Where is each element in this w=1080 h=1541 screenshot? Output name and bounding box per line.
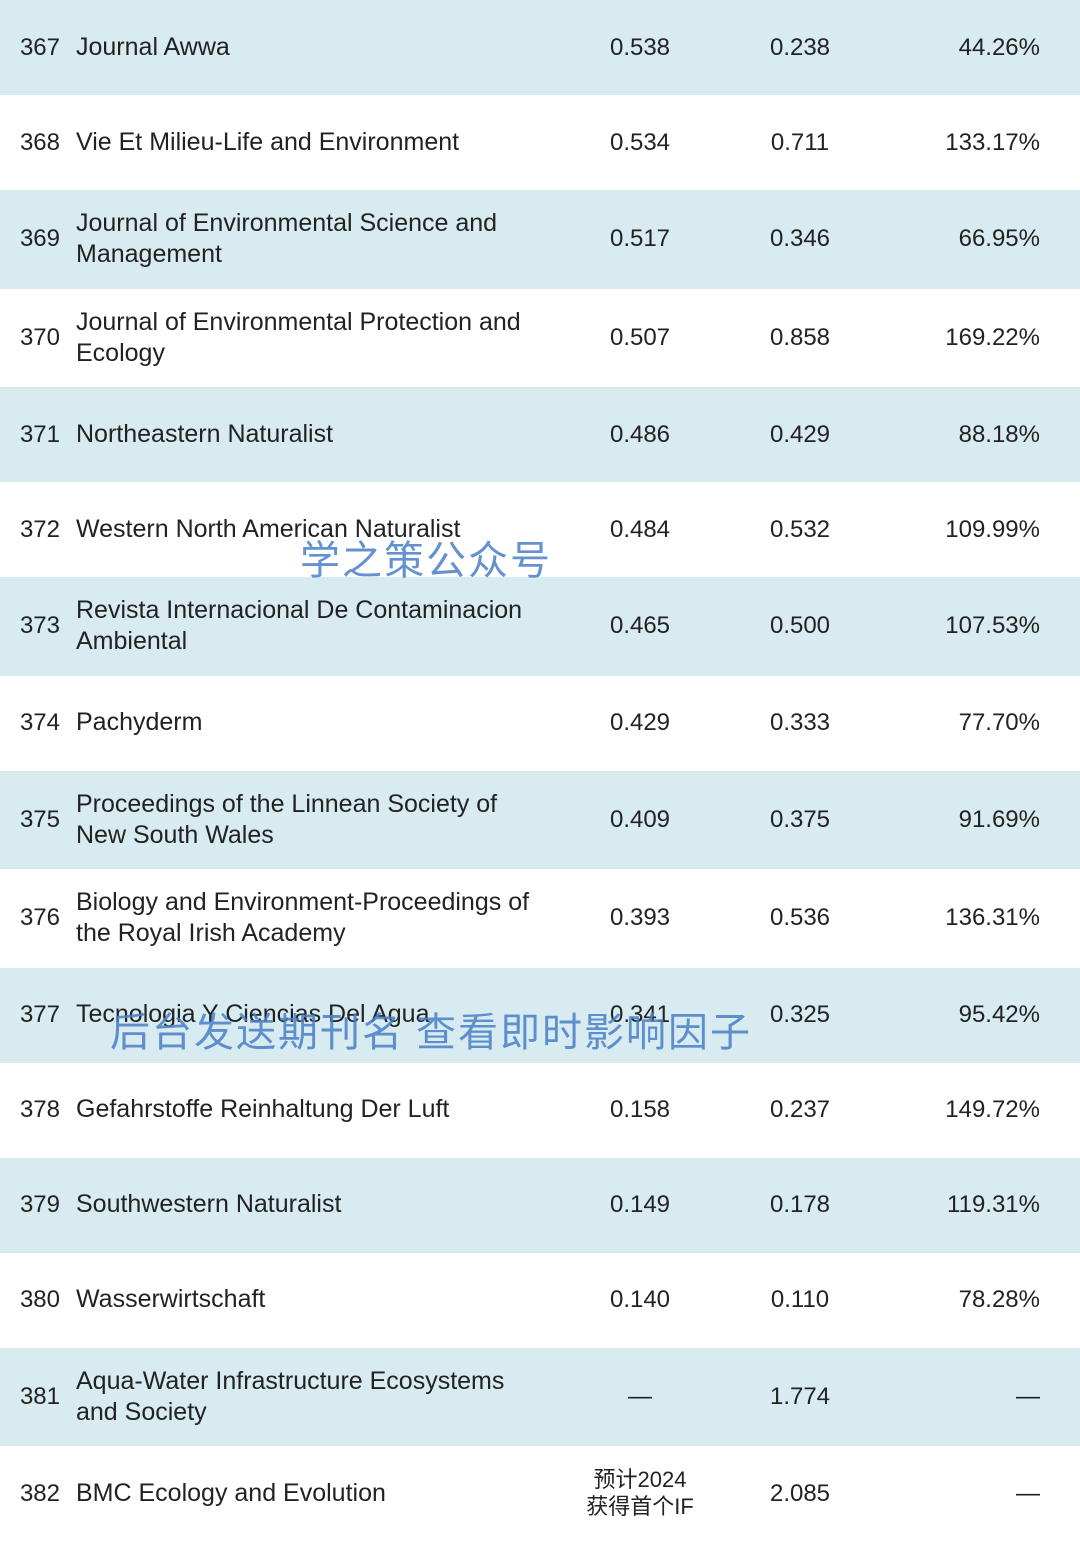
- value2-cell: 0.178: [720, 1191, 880, 1219]
- rank-cell: 375: [0, 806, 70, 834]
- percent-cell: 107.53%: [880, 612, 1070, 640]
- rank-cell: 373: [0, 612, 70, 640]
- journal-name-cell: Journal of Environmental Science and Man…: [70, 208, 560, 271]
- percent-cell: 78.28%: [880, 1286, 1070, 1314]
- value1-cell: 0.507: [560, 324, 720, 352]
- journal-name-cell: Journal Awwa: [70, 32, 560, 63]
- percent-cell: —: [880, 1480, 1070, 1508]
- rank-cell: 378: [0, 1096, 70, 1124]
- value1-cell: 0.534: [560, 129, 720, 157]
- journal-name-cell: Biology and Environment-Proceedings of t…: [70, 887, 560, 950]
- value1-cell: 0.341: [560, 1001, 720, 1029]
- table-row: 375Proceedings of the Linnean Society of…: [0, 771, 1080, 870]
- percent-cell: 88.18%: [880, 421, 1070, 449]
- value2-cell: 0.429: [720, 421, 880, 449]
- table-row: 379Southwestern Naturalist0.1490.178119.…: [0, 1158, 1080, 1253]
- percent-cell: 91.69%: [880, 806, 1070, 834]
- journal-name-cell: Revista Internacional De Contaminacion A…: [70, 595, 560, 658]
- percent-cell: 133.17%: [880, 129, 1070, 157]
- value1-cell: 0.393: [560, 904, 720, 932]
- table-row: 372Western North American Naturalist0.48…: [0, 482, 1080, 577]
- journal-name-cell: Proceedings of the Linnean Society of Ne…: [70, 789, 560, 852]
- rank-cell: 374: [0, 709, 70, 737]
- rank-cell: 372: [0, 516, 70, 544]
- rank-cell: 380: [0, 1286, 70, 1314]
- table-row: 368Vie Et Milieu-Life and Environment0.5…: [0, 95, 1080, 190]
- rank-cell: 382: [0, 1480, 70, 1508]
- table-row: 369Journal of Environmental Science and …: [0, 190, 1080, 289]
- journal-name-cell: BMC Ecology and Evolution: [70, 1478, 560, 1509]
- value1-cell: 0.486: [560, 421, 720, 449]
- value2-cell: 0.858: [720, 324, 880, 352]
- percent-cell: 136.31%: [880, 904, 1070, 932]
- value2-cell: 0.711: [720, 129, 880, 157]
- percent-cell: 109.99%: [880, 516, 1070, 544]
- rank-cell: 369: [0, 225, 70, 253]
- value1-cell: 0.409: [560, 806, 720, 834]
- rank-cell: 379: [0, 1191, 70, 1219]
- value2-cell: 0.238: [720, 34, 880, 62]
- value2-cell: 0.110: [720, 1286, 880, 1314]
- percent-cell: —: [880, 1383, 1070, 1411]
- table-row: 373Revista Internacional De Contaminacio…: [0, 577, 1080, 676]
- journal-table: 367Journal Awwa0.5380.23844.26%368Vie Et…: [0, 0, 1080, 1541]
- table-row: 380Wasserwirtschaft0.1400.11078.28%: [0, 1253, 1080, 1348]
- journal-name-cell: Pachyderm: [70, 707, 560, 738]
- journal-name-cell: Southwestern Naturalist: [70, 1189, 560, 1220]
- percent-cell: 66.95%: [880, 225, 1070, 253]
- value1-cell: 0.158: [560, 1096, 720, 1124]
- table-row: 371Northeastern Naturalist0.4860.42988.1…: [0, 387, 1080, 482]
- journal-name-cell: Wasserwirtschaft: [70, 1284, 560, 1315]
- value2-cell: 1.774: [720, 1383, 880, 1411]
- journal-name-cell: Aqua-Water Infrastructure Ecosystems and…: [70, 1366, 560, 1429]
- rank-cell: 370: [0, 324, 70, 352]
- percent-cell: 169.22%: [880, 324, 1070, 352]
- percent-cell: 95.42%: [880, 1001, 1070, 1029]
- rank-cell: 376: [0, 904, 70, 932]
- percent-cell: 149.72%: [880, 1096, 1070, 1124]
- value1-cell: 0.149: [560, 1191, 720, 1219]
- value1-cell: 0.429: [560, 709, 720, 737]
- journal-name-cell: Gefahrstoffe Reinhaltung Der Luft: [70, 1094, 560, 1125]
- table-row: 378Gefahrstoffe Reinhaltung Der Luft0.15…: [0, 1063, 1080, 1158]
- value1-cell: 预计2024获得首个IF: [560, 1467, 720, 1520]
- table-row: 370Journal of Environmental Protection a…: [0, 289, 1080, 388]
- value2-cell: 0.536: [720, 904, 880, 932]
- journal-name-cell: Western North American Naturalist: [70, 514, 560, 545]
- value2-cell: 2.085: [720, 1480, 880, 1508]
- table-row: 374Pachyderm0.4290.33377.70%: [0, 676, 1080, 771]
- percent-cell: 44.26%: [880, 34, 1070, 62]
- table-row: 367Journal Awwa0.5380.23844.26%: [0, 0, 1080, 95]
- table-row: 381Aqua-Water Infrastructure Ecosystems …: [0, 1348, 1080, 1447]
- value2-cell: 0.333: [720, 709, 880, 737]
- percent-cell: 119.31%: [880, 1191, 1070, 1219]
- value2-cell: 0.325: [720, 1001, 880, 1029]
- rank-cell: 371: [0, 421, 70, 449]
- value2-cell: 0.500: [720, 612, 880, 640]
- rank-cell: 377: [0, 1001, 70, 1029]
- value1-cell: 0.484: [560, 516, 720, 544]
- value2-cell: 0.237: [720, 1096, 880, 1124]
- journal-name-cell: Tecnologia Y Ciencias Del Agua: [70, 999, 560, 1030]
- value1-cell: 0.465: [560, 612, 720, 640]
- rank-cell: 368: [0, 129, 70, 157]
- value2-cell: 0.346: [720, 225, 880, 253]
- table-row: 376Biology and Environment-Proceedings o…: [0, 869, 1080, 968]
- percent-cell: 77.70%: [880, 709, 1070, 737]
- value1-cell: —: [560, 1383, 720, 1411]
- value1-cell: 0.538: [560, 34, 720, 62]
- rank-cell: 367: [0, 34, 70, 62]
- value1-cell: 0.517: [560, 225, 720, 253]
- value2-cell: 0.375: [720, 806, 880, 834]
- table-row: 377Tecnologia Y Ciencias Del Agua0.3410.…: [0, 968, 1080, 1063]
- journal-name-cell: Journal of Environmental Protection and …: [70, 307, 560, 370]
- value2-cell: 0.532: [720, 516, 880, 544]
- value1-cell: 0.140: [560, 1286, 720, 1314]
- rank-cell: 381: [0, 1383, 70, 1411]
- journal-name-cell: Vie Et Milieu-Life and Environment: [70, 127, 560, 158]
- journal-name-cell: Northeastern Naturalist: [70, 419, 560, 450]
